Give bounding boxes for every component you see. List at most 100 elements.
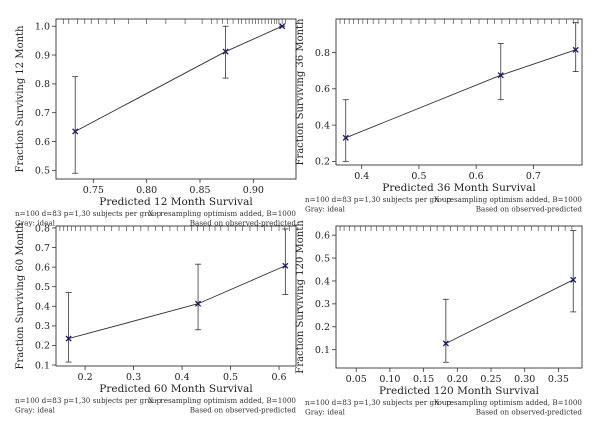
data-point bbox=[572, 46, 579, 53]
y-tick-label: 0.2 bbox=[315, 157, 330, 168]
note-gray-ideal: Gray: ideal bbox=[305, 205, 346, 214]
x-axis-title: Predicted 60 Month Survival bbox=[99, 383, 253, 395]
data-point-marker bbox=[72, 128, 79, 135]
x-tick-label: 0.5 bbox=[411, 171, 426, 182]
y-tick-label: 0.8 bbox=[315, 48, 330, 59]
data-point bbox=[570, 276, 577, 283]
data-point-marker bbox=[222, 48, 229, 55]
error-bar bbox=[282, 228, 289, 295]
y-tick-label: 0.5 bbox=[35, 166, 50, 177]
data-point-marker bbox=[342, 134, 349, 141]
plot-frame bbox=[335, 18, 583, 166]
error-bar bbox=[497, 43, 504, 101]
note-sample-size: n=100 d=83 p=1,30 subjects per group bbox=[15, 396, 161, 405]
data-point-marker bbox=[195, 300, 202, 307]
note-gray-ideal: Gray: ideal bbox=[15, 406, 56, 415]
note-resampling: X - resampling optimism added, B=1000 bbox=[148, 209, 296, 218]
y-tick-label: 0.2 bbox=[35, 341, 50, 352]
data-point-marker bbox=[570, 276, 577, 283]
error-bar bbox=[342, 99, 349, 162]
calibration-line bbox=[74, 25, 283, 132]
y-tick-label: 0.6 bbox=[315, 84, 330, 95]
rug-marks bbox=[339, 19, 579, 24]
x-tick-label: 0.15 bbox=[413, 374, 434, 385]
error-bar bbox=[570, 230, 577, 313]
rug-marks bbox=[63, 19, 286, 24]
x-tick-label: 0.05 bbox=[346, 374, 367, 385]
error-bar bbox=[72, 76, 79, 174]
y-tick-label: 0.4 bbox=[315, 120, 330, 131]
error-bar bbox=[572, 22, 579, 72]
y-axis-title: Fraction Surviving 120 Month bbox=[295, 220, 306, 374]
x-axis-title: Predicted 120 Month Survival bbox=[379, 385, 540, 397]
error-bar bbox=[195, 263, 202, 331]
x-tick-label: 0.5 bbox=[223, 372, 238, 383]
y-axis-title: Fraction Surviving 36 Month bbox=[295, 18, 306, 166]
data-point-marker bbox=[572, 46, 579, 53]
note-based-on: Based on observed-predicted bbox=[476, 408, 583, 417]
x-tick-label: 0.4 bbox=[354, 171, 369, 182]
error-bar bbox=[442, 298, 449, 363]
y-tick-label: 0.8 bbox=[35, 223, 50, 234]
data-point-marker bbox=[497, 72, 504, 79]
plot-frame bbox=[55, 225, 297, 367]
note-sample-size: n=100 d=83 p=1,30 subjects per group bbox=[305, 195, 451, 204]
data-point bbox=[497, 72, 504, 79]
calibration-line bbox=[445, 279, 574, 344]
x-tick-label: 0.85 bbox=[189, 185, 210, 196]
data-point bbox=[282, 262, 289, 269]
x-tick-label: 0.3 bbox=[126, 372, 141, 383]
calibration-panel-1: 0.75 0.80 0.85 0.90 0.5 0.6 0.7 0.8 0.9 1.0 Predic… bbox=[15, 18, 297, 228]
x-tick-label: 0.20 bbox=[447, 374, 468, 385]
x-tick-label: 0.35 bbox=[548, 374, 569, 385]
y-tick-label: 1.0 bbox=[35, 22, 50, 33]
y-tick-label: 0.5 bbox=[35, 282, 50, 293]
data-point-marker bbox=[442, 340, 449, 347]
y-tick-label: 0.1 bbox=[35, 360, 50, 371]
calibration-line bbox=[68, 265, 286, 340]
calibration-panel-4: 0.05 0.10 0.15 0.20 0.25 0.30 0.35 0.1 0.2 0.3 0.4… bbox=[295, 220, 583, 417]
data-point bbox=[279, 23, 286, 30]
note-based-on: Based on observed-predicted bbox=[476, 205, 583, 214]
data-point bbox=[442, 340, 449, 347]
x-tick-label: 0.6 bbox=[469, 171, 484, 182]
y-tick-label: 0.2 bbox=[315, 322, 330, 333]
y-tick-label: 0.7 bbox=[35, 243, 50, 254]
rug-marks bbox=[59, 226, 290, 231]
x-axis-title: Predicted 36 Month Survival bbox=[382, 182, 536, 194]
x-tick-label: 0.4 bbox=[175, 372, 190, 383]
data-point bbox=[342, 134, 349, 141]
y-tick-label: 0.5 bbox=[315, 253, 330, 264]
note-gray-ideal: Gray: ideal bbox=[15, 219, 56, 228]
rug-marks bbox=[339, 226, 573, 231]
x-tick-label: 0.25 bbox=[480, 374, 501, 385]
x-axis-title: Predicted 12 Month Survival bbox=[99, 196, 253, 208]
note-resampling: X - resampling optimism added, B=1000 bbox=[434, 195, 582, 204]
data-point bbox=[72, 128, 79, 135]
x-tick-label: 0.75 bbox=[83, 185, 104, 196]
y-tick-label: 0.4 bbox=[35, 302, 50, 313]
error-bar bbox=[65, 292, 72, 363]
y-tick-label: 0.6 bbox=[35, 262, 50, 273]
calibration-panel-3: 0.2 0.3 0.4 0.5 0.6 0.1 0.2 0.3 0.4 0.5 0.6 0.7 0.8 P… bbox=[15, 222, 297, 415]
y-tick-label: 0.7 bbox=[35, 108, 50, 119]
y-tick-label: 0.6 bbox=[315, 230, 330, 241]
x-tick-label: 0.80 bbox=[136, 185, 157, 196]
note-resampling: X - resampling optimism added, B=1000 bbox=[148, 396, 296, 405]
y-tick-label: 0.4 bbox=[315, 276, 330, 287]
note-based-on: Based on observed-predicted bbox=[190, 219, 297, 228]
x-tick-label: 0.90 bbox=[243, 185, 264, 196]
y-tick-label: 0.3 bbox=[315, 299, 330, 310]
note-sample-size: n=100 d=83 p=1,30 subjects per group bbox=[15, 209, 161, 218]
x-tick-label: 0.30 bbox=[514, 374, 535, 385]
plot-frame bbox=[55, 18, 297, 180]
y-tick-label: 0.1 bbox=[315, 345, 330, 356]
calibration-panel-2: 0.4 0.5 0.6 0.7 0.2 0.4 0.6 0.8 Predicted 36 Mon… bbox=[295, 18, 583, 214]
data-point bbox=[222, 48, 229, 55]
note-gray-ideal: Gray: ideal bbox=[305, 408, 346, 417]
data-point bbox=[195, 300, 202, 307]
y-tick-label: 0.8 bbox=[35, 79, 50, 90]
y-axis-title: Fraction Surviving 60 Month bbox=[15, 222, 26, 370]
note-resampling: X - resampling optimism added, B=1000 bbox=[434, 398, 582, 407]
